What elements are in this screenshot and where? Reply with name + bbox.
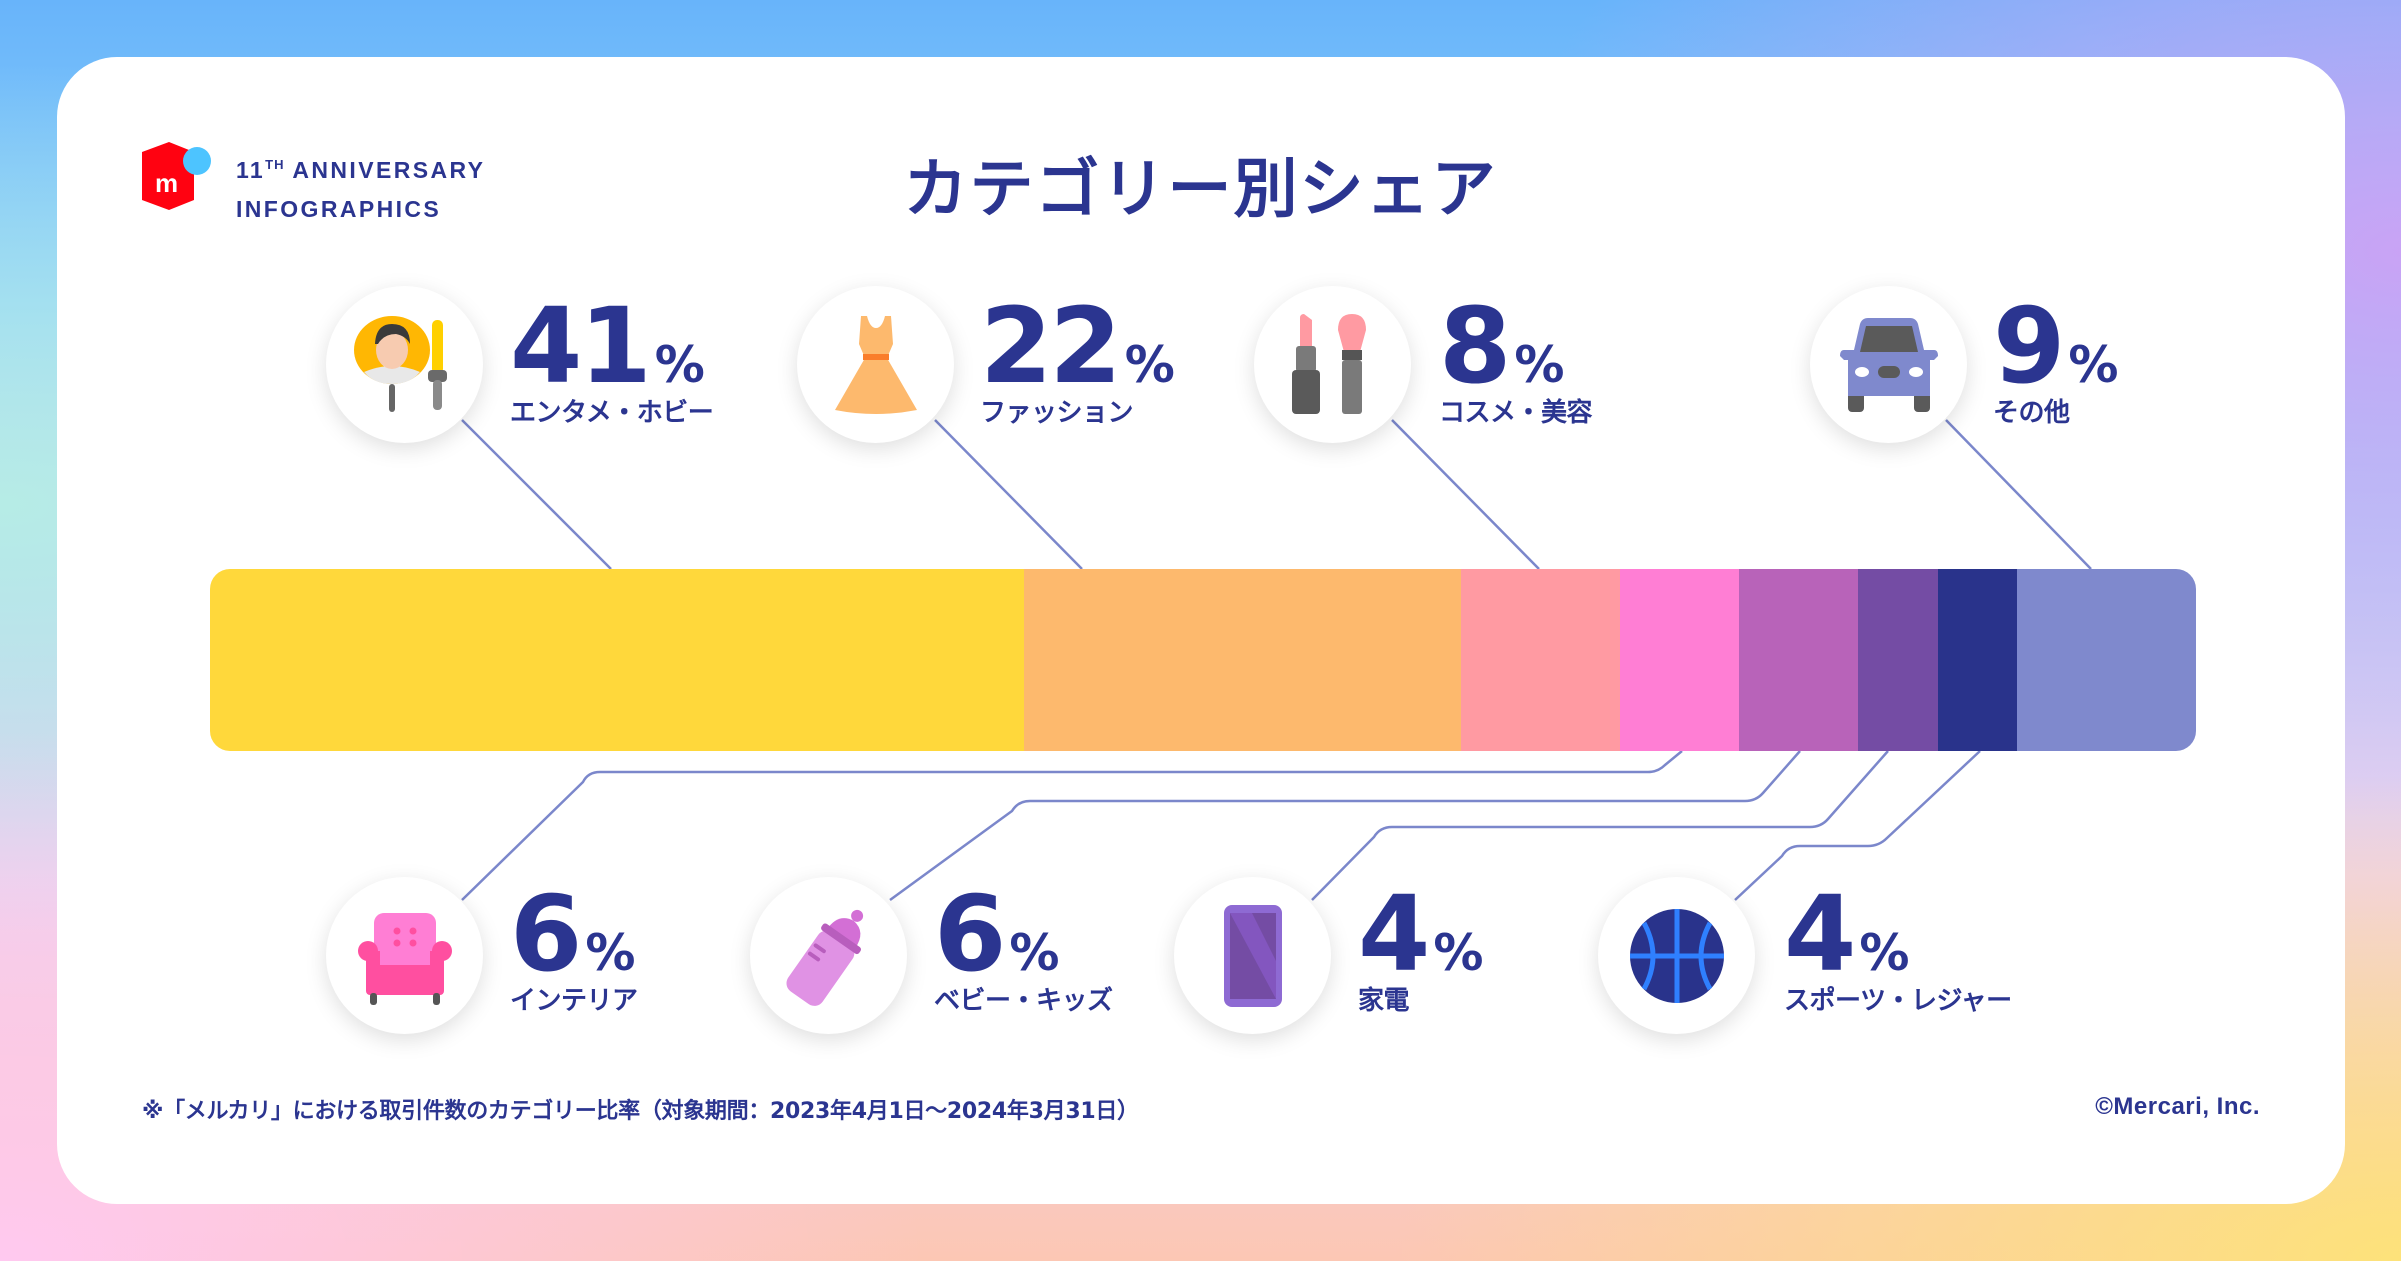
category-stat-sports-leisure: 4% スポーツ・レジャー — [1784, 873, 2012, 1016]
stacked-share-bar — [210, 569, 2196, 751]
smartphone-icon — [1223, 904, 1282, 1007]
page-title: カテゴリー別シェア — [903, 153, 1498, 227]
svg-text:m: m — [155, 168, 178, 198]
category-bubble-cosmetics-beauty — [1254, 286, 1411, 443]
percent-value: 6 — [934, 873, 1006, 995]
category-stat-fashion: 22% ファッション — [980, 285, 1175, 428]
baby-bottle-icon — [785, 909, 863, 1006]
percent-sign: % — [2068, 336, 2119, 394]
percent-sign: % — [1514, 336, 1565, 394]
category-label: ファッション — [980, 398, 1134, 428]
category-bubble-other — [1810, 286, 1967, 443]
category-stat-home-electronics: 4% 家電 — [1358, 873, 1484, 1016]
category-label: その他 — [1993, 398, 2070, 428]
bar-segment-baby-kids — [1739, 569, 1859, 751]
bar-segment-entertainment-hobby — [210, 569, 1025, 751]
percent-value: 6 — [510, 873, 582, 995]
percent-value: 41 — [510, 285, 652, 407]
category-bubble-sports-leisure — [1598, 877, 1755, 1034]
percent-value: 22 — [980, 285, 1122, 407]
category-bubble-interior — [326, 877, 483, 1034]
lipstick-brush-icon — [1291, 313, 1366, 414]
percent-sign: % — [1433, 924, 1484, 982]
bar-segment-home-electronics — [1858, 569, 1938, 751]
basketball-icon — [1629, 908, 1724, 1003]
anniversary-heading: 11TH ANNIVERSARY INFOGRAPHICS — [236, 157, 486, 222]
percent-sign: % — [654, 336, 705, 394]
mercari-logo-icon: m — [142, 142, 211, 210]
percent-value: 8 — [1439, 285, 1511, 407]
percent-sign: % — [585, 924, 636, 982]
bar-segment-sports-leisure — [1937, 569, 2018, 751]
bar-segment-other — [2017, 569, 2196, 751]
percent-value: 4 — [1784, 873, 1856, 995]
category-bubble-fashion — [797, 286, 954, 443]
category-stat-interior: 6% インテリア — [510, 873, 638, 1016]
category-label: ベビー・キッズ — [934, 986, 1113, 1016]
category-bubble-home-electronics — [1174, 877, 1331, 1034]
footnote: ※「メルカリ」における取引件数のカテゴリー比率（対象期間：2023年4月1日〜2… — [142, 1099, 1139, 1124]
category-label: スポーツ・レジャー — [1784, 986, 2012, 1016]
category-label: エンタメ・ホビー — [510, 398, 714, 428]
armchair-icon — [357, 912, 452, 1005]
percent-value: 4 — [1358, 873, 1430, 995]
car-icon — [1839, 317, 1938, 412]
category-stat-entertainment-hobby: 41% エンタメ・ホビー — [510, 285, 714, 428]
dress-icon — [834, 315, 917, 414]
percent-sign: % — [1859, 924, 1910, 982]
bar-segment-interior — [1620, 569, 1740, 751]
category-bubble-entertainment-hobby — [326, 286, 483, 443]
category-bubble-baby-kids — [750, 877, 907, 1034]
category-label: インテリア — [510, 986, 638, 1016]
copyright: ©Mercari, Inc. — [2095, 1093, 2260, 1120]
category-stat-cosmetics-beauty: 8% コスメ・美容 — [1439, 285, 1593, 428]
category-label: コスメ・美容 — [1439, 398, 1593, 428]
category-stat-other: 9% その他 — [1993, 285, 2119, 428]
percent-sign: % — [1009, 924, 1060, 982]
category-stat-baby-kids: 6% ベビー・キッズ — [934, 873, 1113, 1016]
percent-sign: % — [1124, 336, 1175, 394]
percent-value: 9 — [1993, 285, 2065, 407]
bar-segment-fashion — [1024, 569, 1462, 751]
fan-and-penlight-icon — [353, 315, 447, 412]
category-label: 家電 — [1358, 986, 1410, 1016]
bar-segment-cosmetics-beauty — [1461, 569, 1621, 751]
